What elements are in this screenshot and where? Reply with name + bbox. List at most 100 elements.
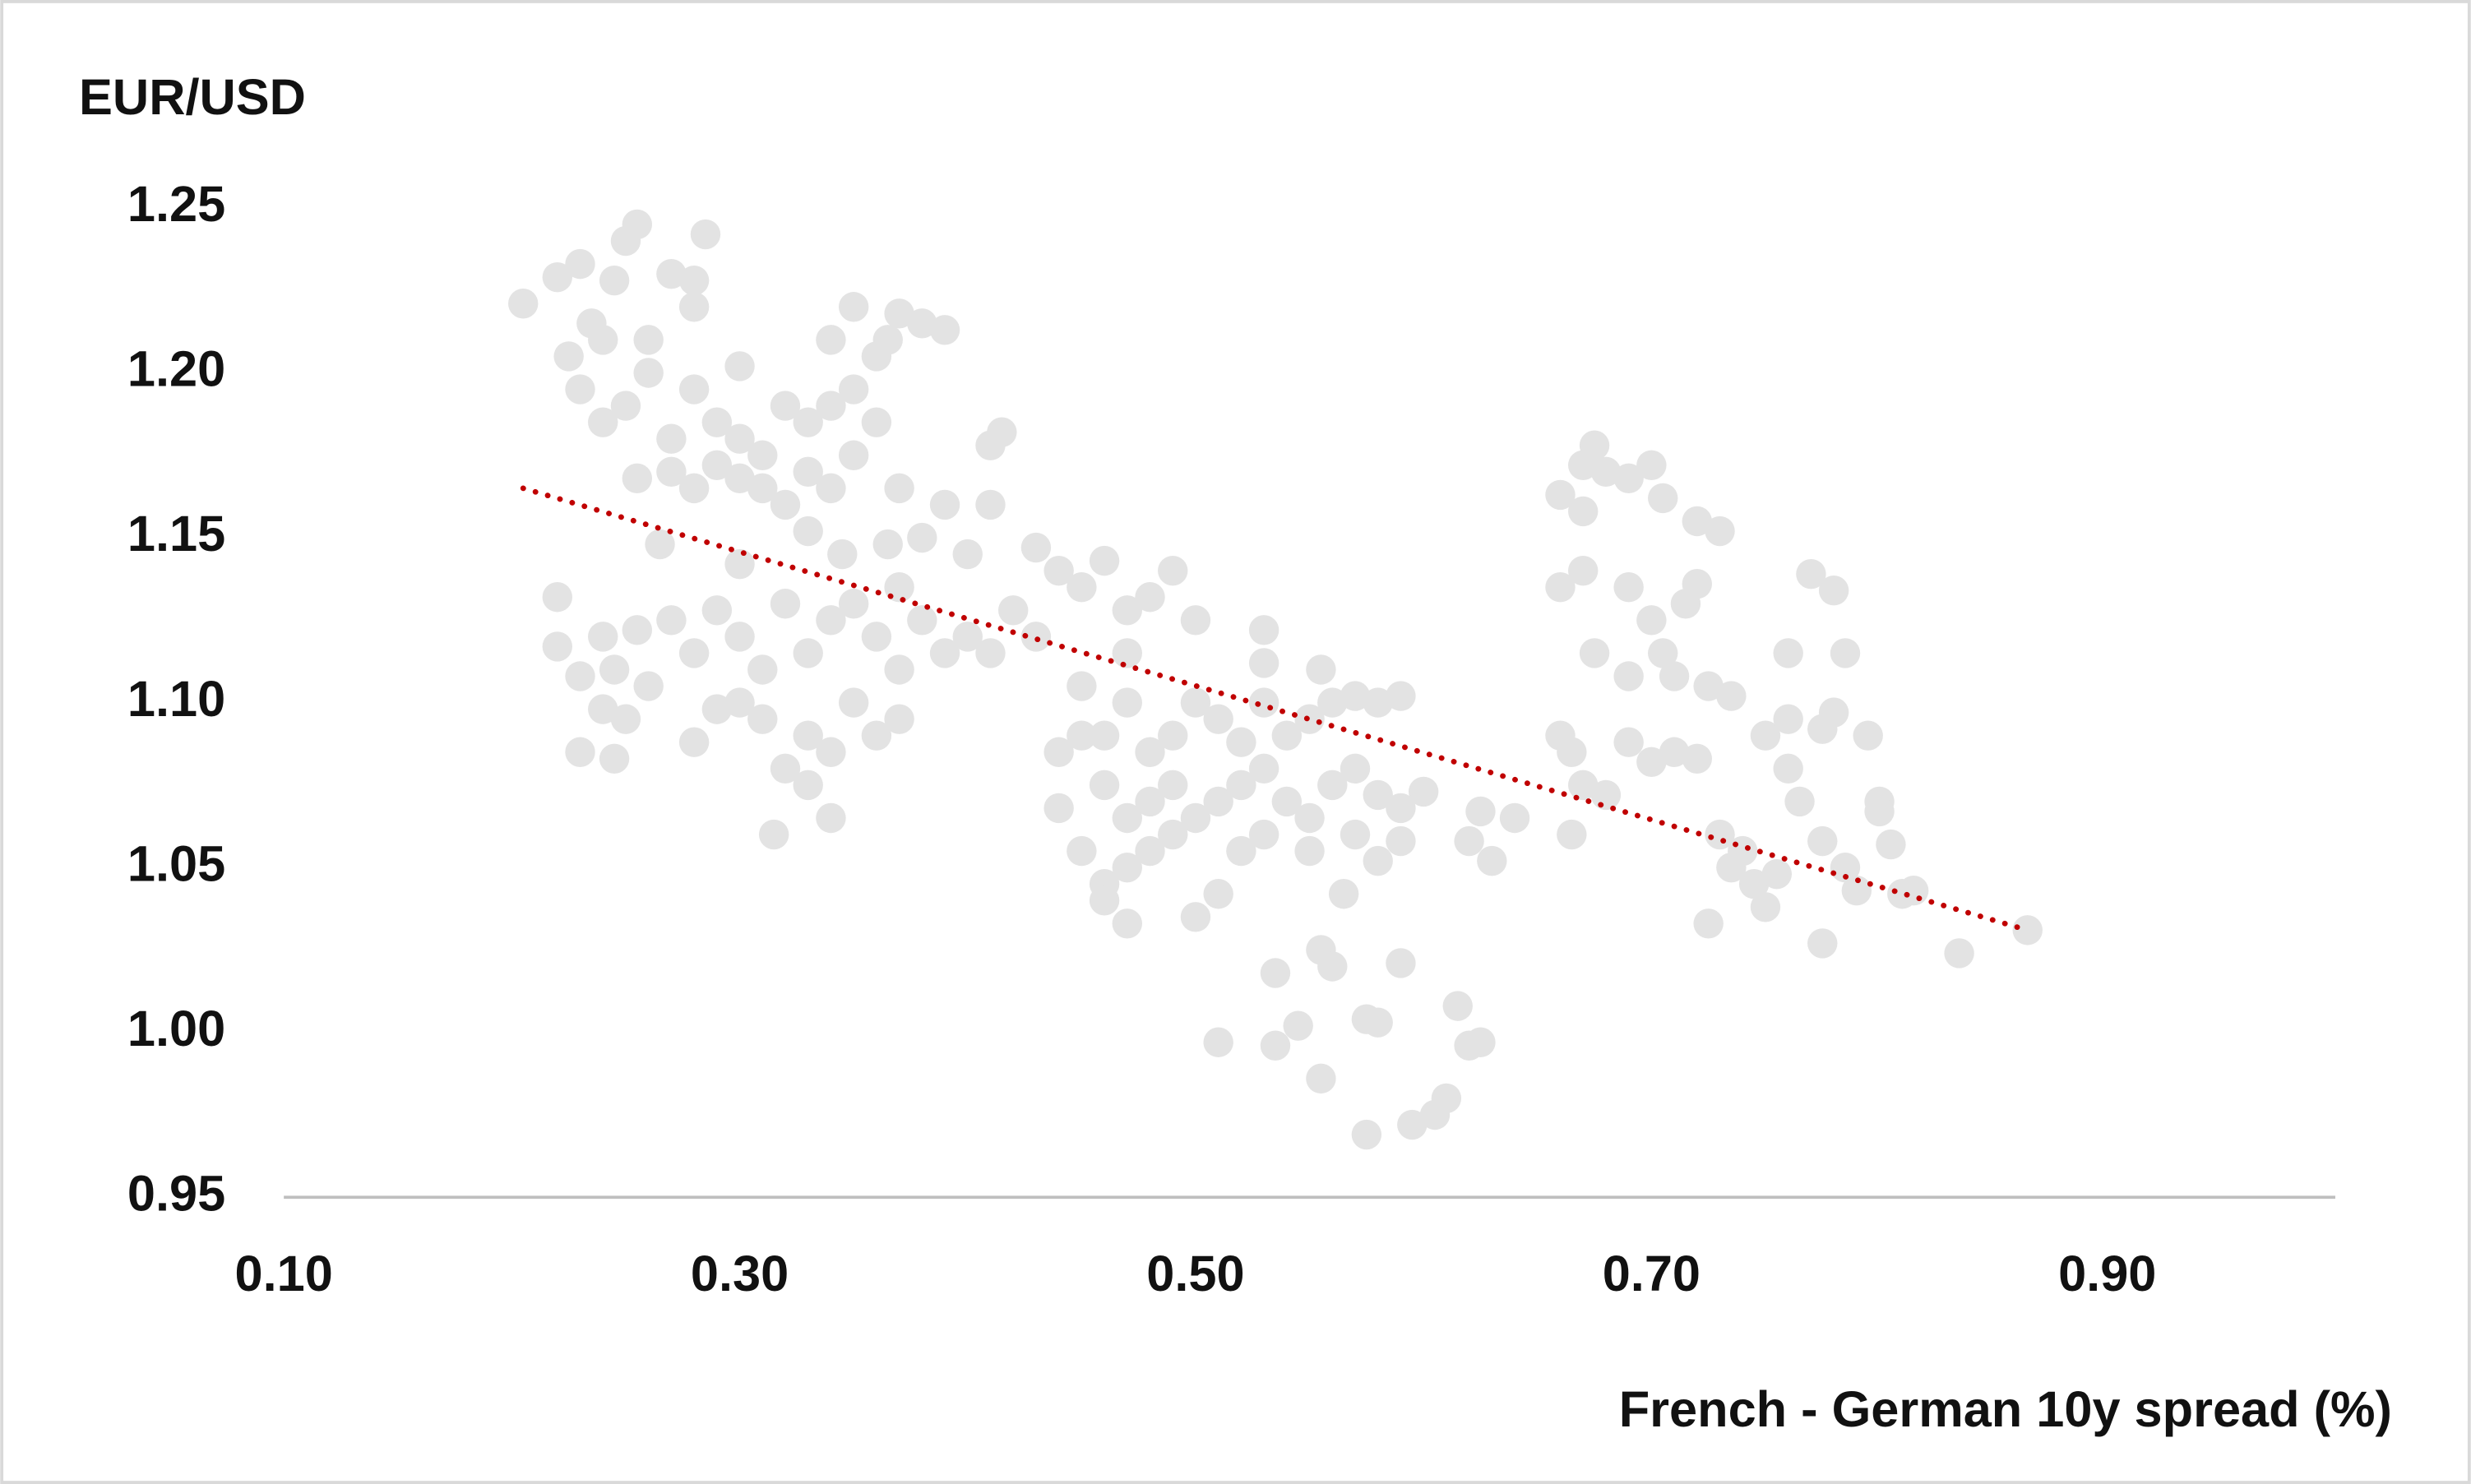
scatter-point [770,753,801,784]
scatter-point [2012,915,2043,945]
scatter-point [656,423,687,454]
scatter-point [1294,802,1325,834]
scatter-point [907,522,937,553]
scatter-point [1226,835,1256,867]
scatter-point [1180,687,1211,718]
scatter-point [678,473,710,504]
scatter-point [1579,638,1610,668]
scatter-point [838,292,869,322]
scatter-point [1557,819,1587,850]
scatter-point [724,687,755,718]
scatter-point [1590,456,1622,488]
scatter-point [1340,681,1371,711]
x-tick-label: 0.10 [234,1245,332,1301]
scatter-point [884,654,914,685]
scatter-point [929,638,960,668]
scatter-point [1898,876,1929,906]
scatter-point [872,529,903,560]
scatter-point [952,622,983,652]
scatter-point [770,589,801,619]
scatter-point [1784,786,1815,817]
scatter-point [793,456,823,488]
y-tick-label: 1.00 [127,1000,225,1056]
scatter-point [884,298,914,329]
scatter-point [1613,661,1644,691]
scatter-point [1248,615,1279,645]
scatter-point [610,391,641,421]
scatter-point [1135,737,1165,767]
scatter-point [1226,770,1256,801]
scatter-point [553,341,584,372]
scatter-point [1864,796,1895,827]
x-tick-label: 0.30 [691,1245,789,1301]
scatter-point [1351,1119,1382,1150]
scatter-point [1557,737,1587,767]
scatter-point [622,209,653,240]
scatter-point [599,265,630,296]
scatter-point [1796,558,1826,589]
scatter-point [1043,737,1074,767]
scatter-point [1112,595,1143,626]
scatter-point [1317,951,1348,982]
scatter-point [975,489,1006,520]
scatter-point [747,654,778,685]
scatter-point [633,325,664,355]
x-tick-label: 0.50 [1146,1245,1244,1301]
scatter-point [565,661,595,691]
y-tick-label: 1.05 [127,834,225,891]
scatter-point [1089,885,1120,916]
scatter-point [1465,1027,1496,1057]
scatter-point [975,638,1006,668]
scatter-point [1203,1027,1233,1057]
scatter-point [1716,681,1747,711]
scatter-point [1135,786,1165,817]
scatter-point [1659,737,1690,767]
scatter-point [1089,545,1120,576]
y-tick-label: 1.20 [127,340,225,397]
scatter-point [1203,786,1233,817]
scatter-point [1112,852,1143,883]
scatter-point [1773,753,1803,784]
scatter-point [1590,779,1622,811]
scatter-point [793,407,823,437]
scatter-point [1738,869,1770,899]
scatter-point [1089,770,1120,801]
scatter-point [1180,605,1211,636]
scatter-point [1613,572,1644,603]
scatter-point [838,687,869,718]
scatter-point [724,351,755,381]
scatter-point [1043,793,1074,824]
scatter-point [678,638,710,668]
scatter-point [1067,671,1097,701]
scatter-point [1112,687,1143,718]
scatter-point [770,489,801,520]
scatter-point [633,671,664,701]
scatter-point [1830,638,1861,668]
scatter-point [1271,720,1303,751]
scatter-point [1363,845,1393,876]
scatter-point [861,622,892,652]
scatter-point [1636,450,1667,480]
scatter-point [1853,720,1883,751]
scatter-point [1248,819,1279,850]
scatter-point [1306,654,1336,685]
scatter-point [588,325,618,355]
y-tick-label: 1.15 [127,505,225,562]
scatter-point [747,440,778,470]
scatter-point [678,374,710,405]
scatter-point [827,539,858,570]
scatter-point [884,473,914,504]
scatter-point [1363,779,1393,811]
scatter-point [1818,576,1849,606]
scatter-point [1693,908,1724,939]
scatter-point [816,605,846,636]
scatter-point [1328,879,1359,909]
scatter-point [816,473,846,504]
scatter-point [1682,506,1713,537]
scatter-point [1020,622,1052,652]
scatter-point [861,407,892,437]
scatter-point [1545,572,1576,603]
scatter-point [656,605,687,636]
scatter-point [1363,1007,1393,1038]
